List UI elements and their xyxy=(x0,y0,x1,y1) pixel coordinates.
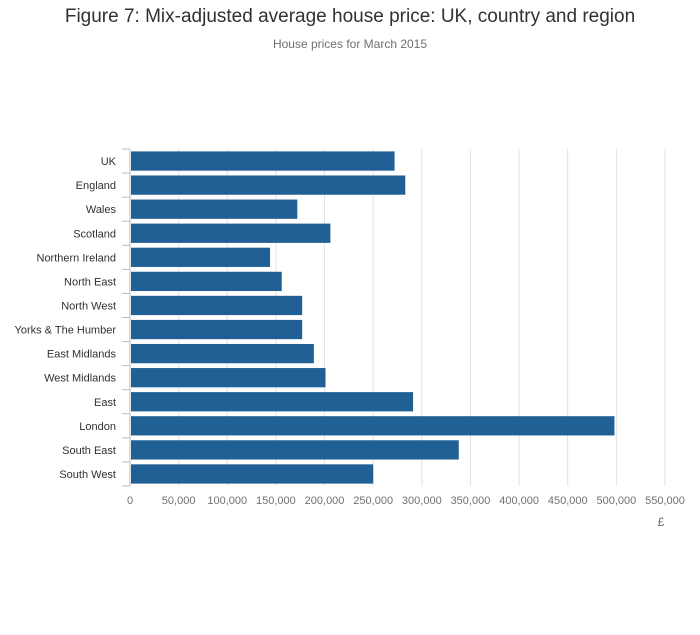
x-tick-label: 500,000 xyxy=(596,495,636,507)
x-tick-label: 300,000 xyxy=(402,495,442,507)
x-tick-label: 400,000 xyxy=(499,495,539,507)
category-label: UK xyxy=(101,156,117,168)
bar xyxy=(131,271,282,292)
bar xyxy=(131,343,314,364)
bar xyxy=(131,247,271,267)
bar xyxy=(131,416,615,436)
x-tick-label: 200,000 xyxy=(305,495,345,507)
bar xyxy=(131,295,303,316)
category-label: North East xyxy=(64,276,116,288)
bar xyxy=(131,319,303,340)
category-label: South West xyxy=(59,469,116,481)
category-label: South East xyxy=(62,445,116,457)
category-label: North West xyxy=(61,300,116,312)
x-tick-label: 150,000 xyxy=(256,495,296,507)
bar xyxy=(131,368,326,388)
x-axis-unit-label: £ xyxy=(658,515,665,529)
category-label: East Midlands xyxy=(47,349,117,361)
category-label: West Midlands xyxy=(44,373,116,385)
bar xyxy=(131,175,406,195)
x-tick-label: 350,000 xyxy=(451,495,491,507)
bar xyxy=(131,392,414,412)
category-label: East xyxy=(94,397,116,409)
category-label: Northern Ireland xyxy=(37,252,117,264)
chart-subtitle: House prices for March 2015 xyxy=(272,37,428,51)
bar xyxy=(131,199,298,219)
x-tick-label: 100,000 xyxy=(207,495,247,507)
category-label: Wales xyxy=(86,204,117,216)
x-tick-label: 250,000 xyxy=(353,495,393,507)
category-label: England xyxy=(76,180,116,192)
bar xyxy=(131,440,459,460)
category-label: London xyxy=(79,421,116,433)
bar xyxy=(131,464,374,484)
x-tick-label: 550,000 xyxy=(645,495,685,507)
category-label: Yorks & The Humber xyxy=(15,325,117,337)
chart-title: Figure 7: Mix-adjusted average house pri… xyxy=(64,6,636,27)
x-tick-label: 450,000 xyxy=(548,495,588,507)
x-tick-label: 50,000 xyxy=(162,495,196,507)
bar xyxy=(131,151,395,171)
bar xyxy=(131,223,331,243)
category-label: Scotland xyxy=(73,228,116,240)
x-tick-label: 0 xyxy=(127,495,133,507)
